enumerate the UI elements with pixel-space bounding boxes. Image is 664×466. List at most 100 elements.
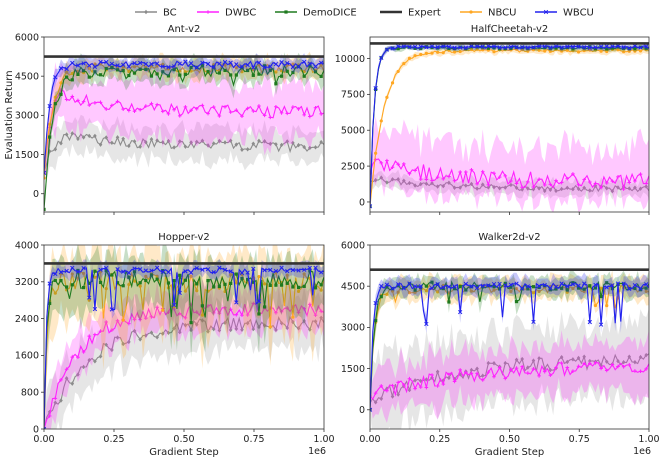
halfcheetah-v2-point-dwbc <box>514 181 519 186</box>
walker2d-v2-point-bc <box>418 378 423 384</box>
ant-v2-point-nbcu <box>93 62 97 66</box>
halfcheetah-v2-point-bc <box>413 183 417 188</box>
halfcheetah-v2-point-nbcu <box>565 48 569 52</box>
hopper-v2-point-bc <box>76 372 80 377</box>
ant-v2-point-demodice <box>44 207 46 211</box>
ant-v2-point-nbcu <box>132 65 137 69</box>
legend-marker-wbcu <box>543 9 549 15</box>
hopper-v2-point-bc <box>87 357 92 363</box>
walker2d-v2-point-wbcu <box>435 282 440 287</box>
walker2d-v2-point-dwbc <box>370 394 372 398</box>
hopper-v2-point-wbcu <box>273 268 279 274</box>
ant-v2-point-demodice <box>121 69 125 73</box>
walker2d-v2-point-wbcu <box>520 286 525 291</box>
walker2d-v2-point-dwbc <box>469 371 474 376</box>
hopper-v2-point-wbcu <box>64 268 69 274</box>
ant-v2-point-wbcu <box>188 61 194 66</box>
walker2d-v2-point-wbcu <box>559 281 564 286</box>
hopper-v2-point-bc <box>319 315 323 320</box>
walker2d-v2-x-axis-label: Gradient Step <box>475 447 544 458</box>
ant-v2-point-wbcu <box>47 103 52 109</box>
hopper-v2-point-nbcu <box>291 315 295 319</box>
halfcheetah-v2-point-wbcu <box>610 44 615 49</box>
halfcheetah-v2-point-nbcu <box>588 48 592 52</box>
walker2d-v2-point-wbcu <box>565 284 570 289</box>
hopper-v2-point-demodice <box>229 281 233 286</box>
halfcheetah-v2-point-dwbc <box>542 183 547 187</box>
walker2d-v2-point-demodice <box>447 300 451 304</box>
halfcheetah-v2-point-nbcu <box>379 119 383 123</box>
walker2d-v2-point-bc <box>373 400 378 405</box>
hopper-v2-point-dwbc <box>93 332 97 337</box>
ant-v2-point-bc <box>172 145 176 150</box>
walker2d-v2-xtick-label: 0.75 <box>569 434 590 445</box>
hopper-v2-point-wbcu <box>307 265 313 271</box>
halfcheetah-v2-point-dwbc <box>520 185 524 190</box>
hopper-v2-point-demodice <box>127 275 131 279</box>
walker2d-v2-point-nbcu <box>593 303 598 308</box>
ant-v2-point-wbcu <box>307 61 313 66</box>
hopper-v2-point-demodice <box>200 304 204 308</box>
hopper-v2-band-wbcu <box>44 258 324 429</box>
walker2d-v2-point-wbcu <box>582 281 587 286</box>
halfcheetah-v2-point-wbcu <box>508 44 514 50</box>
hopper-v2-line-bc <box>44 315 324 429</box>
hopper-v2-point-bc <box>211 326 216 332</box>
halfcheetah-v2-point-dwbc <box>413 168 417 173</box>
ant-v2-point-nbcu <box>155 64 159 68</box>
halfcheetah-v2-ytick-label: 5000 <box>341 126 365 137</box>
ant-v2-point-demodice <box>178 73 182 77</box>
hopper-v2-point-bc <box>104 342 109 347</box>
walker2d-v2-point-demodice <box>385 285 389 289</box>
halfcheetah-v2-point-bc <box>402 178 406 183</box>
ant-v2-point-bc <box>257 138 261 144</box>
halfcheetah-v2-point-demodice <box>396 47 400 51</box>
halfcheetah-v2-point-bc <box>424 181 429 186</box>
halfcheetah-v2-point-demodice <box>644 46 648 50</box>
hopper-v2-point-demodice <box>251 280 255 284</box>
halfcheetah-v2-point-wbcu <box>627 45 632 51</box>
hopper-v2-ytick-label: 4000 <box>15 240 39 251</box>
halfcheetah-v2-point-bc <box>435 184 440 189</box>
ant-v2-point-wbcu <box>205 61 211 67</box>
halfcheetah-v2-point-bc <box>576 186 581 192</box>
walker2d-v2-point-bc <box>390 394 395 399</box>
ant-v2-point-bc <box>81 135 86 140</box>
hopper-v2-point-bc <box>70 381 75 386</box>
ant-v2-point-dwbc <box>291 105 295 109</box>
ant-v2-point-demodice <box>246 68 250 73</box>
ant-v2-point-wbcu <box>183 59 188 64</box>
ant-v2-point-nbcu <box>127 69 131 74</box>
walker2d-v2-point-wbcu <box>384 282 390 287</box>
halfcheetah-v2-point-nbcu <box>469 47 474 52</box>
hopper-v2-point-nbcu <box>144 274 148 278</box>
hopper-v2-point-bc <box>200 318 205 323</box>
ant-v2-point-demodice <box>234 73 238 77</box>
halfcheetah-v2-point-bc <box>464 183 468 188</box>
halfcheetah-v2-point-demodice <box>447 46 451 51</box>
hopper-v2-point-wbcu <box>47 281 52 286</box>
hopper-v2-point-demodice <box>240 276 244 281</box>
hopper-v2-point-demodice <box>172 278 176 283</box>
ant-v2-point-demodice <box>319 74 323 78</box>
walker2d-v2-xtick-label: 0.00 <box>359 434 380 445</box>
hopper-v2-xtick-label: 0.50 <box>173 434 194 445</box>
halfcheetah-v2-point-nbcu <box>582 48 586 53</box>
ant-v2-title: Ant-v2 <box>168 24 201 35</box>
walker2d-v2-point-bc <box>616 358 620 364</box>
ant-v2-ytick-label: 0 <box>33 189 39 200</box>
hopper-v2-point-wbcu <box>166 269 171 275</box>
ant-v2-band-demodice <box>44 52 324 212</box>
hopper-v2-point-wbcu <box>290 267 296 273</box>
hopper-v2-point-dwbc <box>234 312 239 317</box>
hopper-v2-point-demodice <box>161 268 165 273</box>
halfcheetah-v2-point-nbcu <box>458 49 462 54</box>
halfcheetah-v2-point-wbcu <box>576 44 581 49</box>
hopper-v2-point-bc <box>183 323 188 328</box>
walker2d-v2-ytick-label: 6000 <box>341 240 365 251</box>
walker2d-v2-point-demodice <box>430 280 434 284</box>
walker2d-v2-point-dwbc <box>424 385 429 390</box>
ant-v2-point-nbcu <box>53 95 57 99</box>
halfcheetah-v2-point-wbcu <box>565 44 570 49</box>
walker2d-v2-point-demodice <box>633 286 637 291</box>
